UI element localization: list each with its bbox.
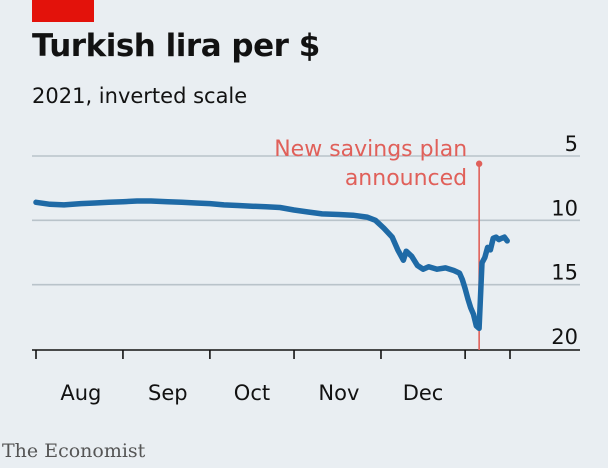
y-tick-label: 15 xyxy=(551,261,578,285)
source-label: The Economist xyxy=(2,440,146,462)
chart-title: Turkish lira per $ xyxy=(32,28,320,64)
brand-accent-bar xyxy=(32,0,94,22)
x-tick-label: Aug xyxy=(60,381,101,405)
series-line xyxy=(33,198,510,332)
line-chart: 5 10 15 20 Aug Sep Oct Nov Dec New savings plan… xyxy=(32,132,580,405)
annotation-label: New savings plan xyxy=(274,137,467,162)
x-tick-label: Dec xyxy=(403,381,444,405)
y-tick-label: 20 xyxy=(551,325,578,349)
x-axis: Aug Sep Oct Nov Dec xyxy=(32,349,580,405)
gridlines xyxy=(32,155,580,286)
y-tick-label: 10 xyxy=(551,196,578,220)
annotation: New savings plan announced xyxy=(274,137,483,350)
x-tick-label: Sep xyxy=(148,381,188,405)
chart-subtitle: 2021, inverted scale xyxy=(32,84,248,108)
y-tick-labels: 5 10 15 20 xyxy=(551,132,578,349)
annotation-dot xyxy=(475,160,483,167)
series-group xyxy=(33,198,510,332)
annotation-label: announced xyxy=(345,166,467,191)
y-tick-label: 5 xyxy=(565,132,578,156)
x-tick-label: Nov xyxy=(318,381,359,405)
x-tick-label: Oct xyxy=(234,381,270,405)
